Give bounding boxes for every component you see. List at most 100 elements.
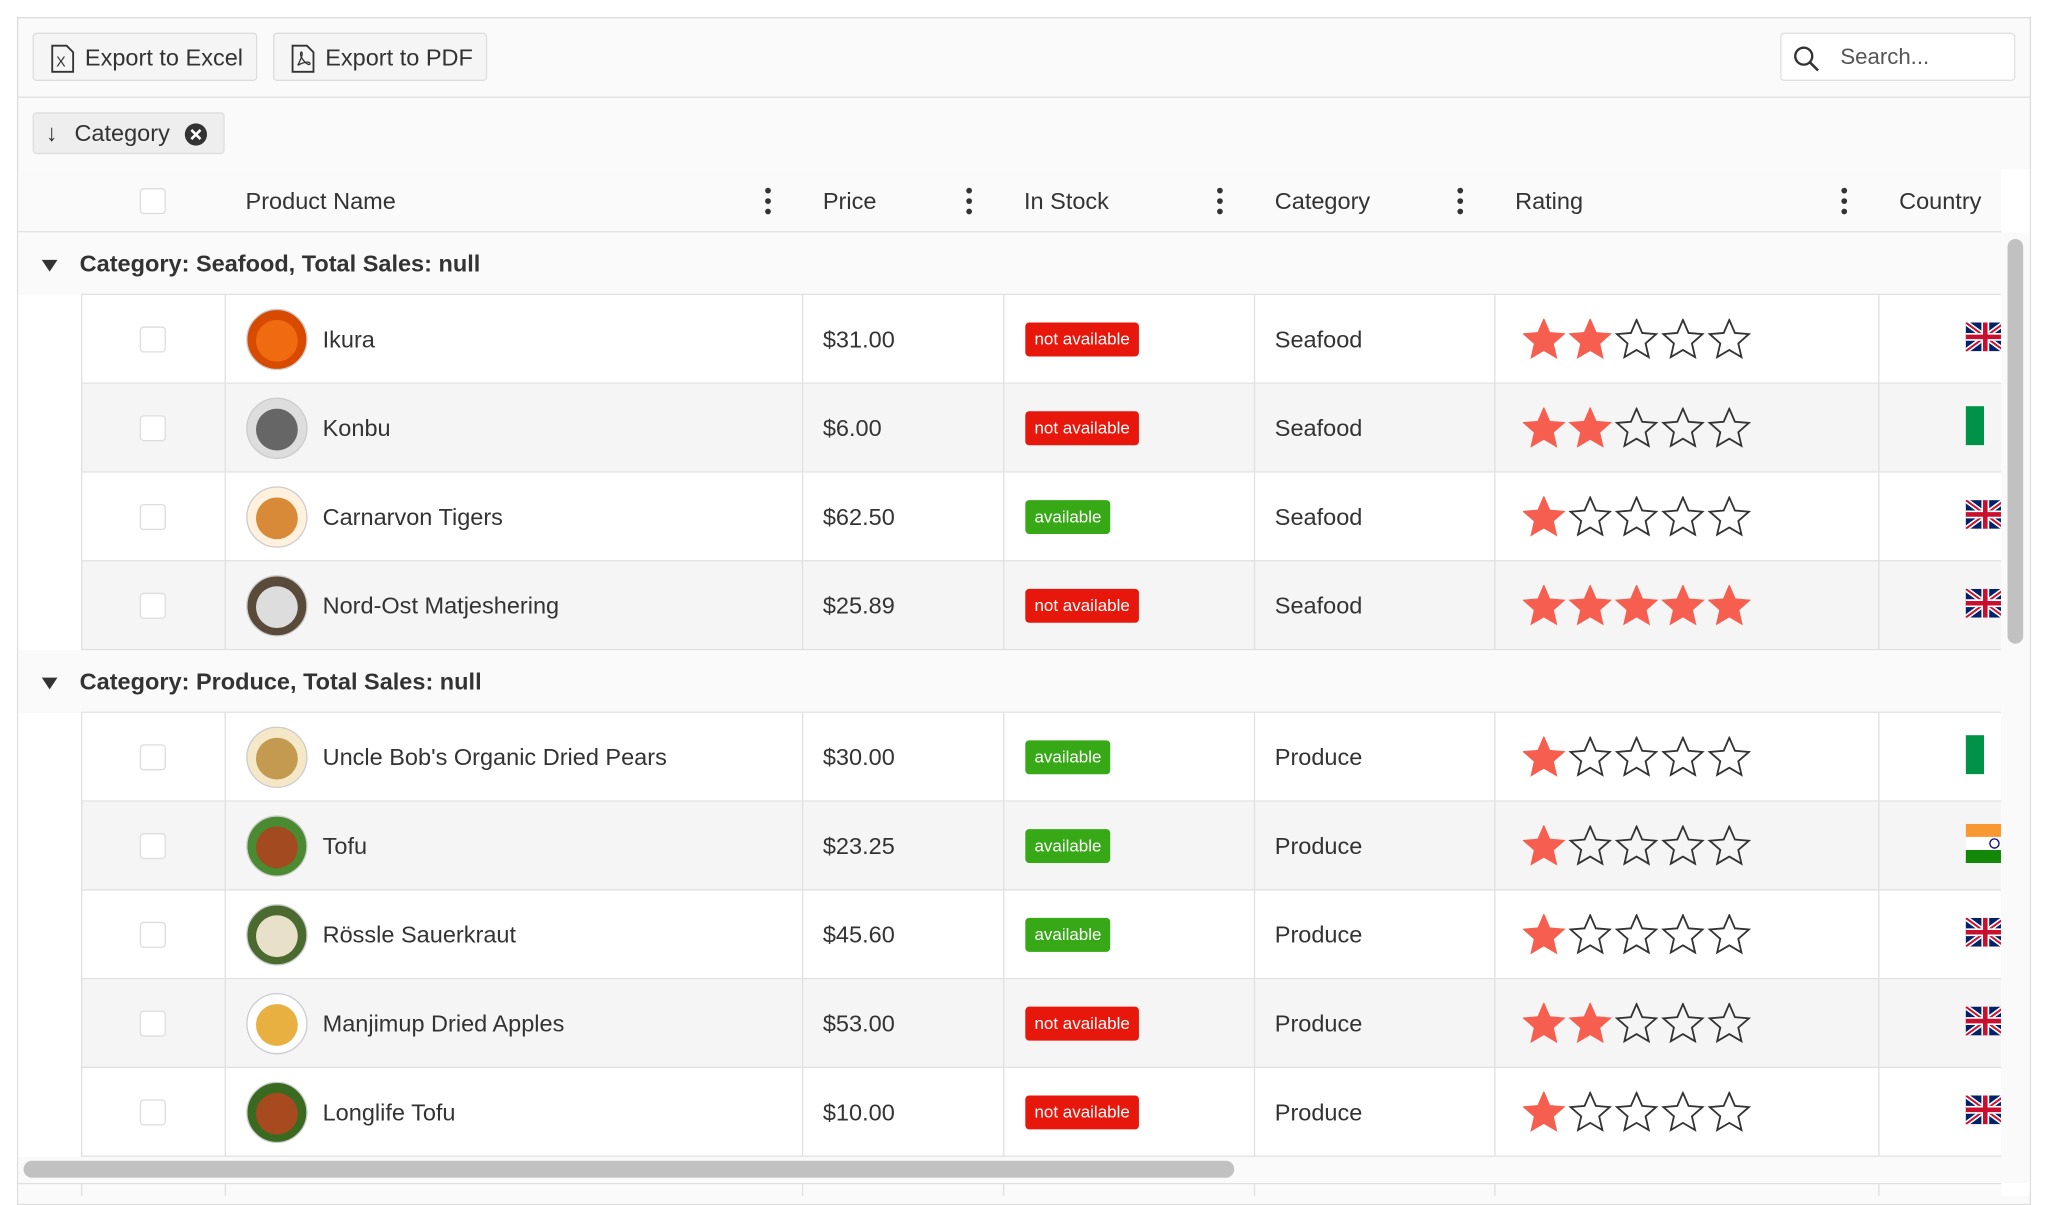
column-menu bbox=[764, 187, 772, 222]
cell-border bbox=[1878, 801, 1880, 891]
cell-border bbox=[1494, 801, 1496, 891]
price: $53.00 bbox=[822, 1010, 895, 1037]
cell-border bbox=[1494, 472, 1496, 562]
column-menu bbox=[965, 187, 973, 222]
row-checkbox[interactable] bbox=[139, 921, 166, 948]
cell-border bbox=[1878, 1068, 1880, 1157]
cell-border bbox=[80, 1068, 83, 1157]
cell-border bbox=[1878, 979, 1880, 1069]
footer-row bbox=[18, 1182, 2001, 1197]
country-flag bbox=[1964, 915, 2007, 953]
group-chip[interactable]: ↓ Category bbox=[32, 112, 225, 155]
row-border bbox=[80, 977, 2001, 980]
cell-border bbox=[1253, 472, 1256, 562]
cell-border bbox=[1494, 979, 1496, 1069]
column-menu bbox=[1840, 187, 1848, 222]
row-border bbox=[80, 382, 2001, 384]
price: $6.00 bbox=[822, 415, 882, 442]
cell-border bbox=[1003, 801, 1005, 891]
cell-border bbox=[1494, 295, 1496, 384]
category: Seafood bbox=[1274, 415, 1363, 442]
cell-border bbox=[1878, 383, 1880, 473]
row-checkbox[interactable] bbox=[139, 415, 166, 442]
row-checkbox[interactable] bbox=[139, 1099, 166, 1126]
v-scroll-thumb[interactable] bbox=[2007, 238, 2024, 644]
row-checkbox[interactable] bbox=[139, 326, 166, 353]
row-checkbox[interactable] bbox=[139, 592, 166, 619]
cell-border bbox=[224, 890, 226, 980]
svg-text:X: X bbox=[56, 55, 66, 71]
product-image bbox=[246, 1081, 309, 1150]
cell-border bbox=[1253, 712, 1256, 802]
category: Produce bbox=[1274, 1010, 1363, 1037]
cell-border bbox=[801, 979, 804, 1069]
country-flag bbox=[1964, 1093, 2007, 1130]
chip-label: Category bbox=[74, 120, 170, 147]
row-border bbox=[80, 471, 2001, 473]
cell-border bbox=[801, 561, 804, 651]
button-label: Export to Excel bbox=[84, 44, 244, 71]
cell-border bbox=[224, 979, 226, 1069]
chip-remove[interactable] bbox=[184, 123, 208, 147]
h-scroll-thumb[interactable] bbox=[23, 1160, 1235, 1178]
category: Produce bbox=[1274, 833, 1363, 860]
cell-border bbox=[224, 712, 226, 802]
column-header[interactable]: Category bbox=[1274, 188, 1371, 215]
cell-border bbox=[80, 561, 83, 651]
price: $31.00 bbox=[822, 326, 895, 353]
group-label: Category: Seafood, Total Sales: null bbox=[79, 250, 481, 277]
cell-border bbox=[1878, 890, 1880, 980]
row-border bbox=[80, 889, 2001, 891]
product-name: Uncle Bob's Organic Dried Pears bbox=[322, 744, 667, 771]
row-checkbox[interactable] bbox=[139, 833, 166, 860]
product-name: Ikura bbox=[322, 326, 375, 353]
cell-border bbox=[1003, 561, 1005, 651]
product-image bbox=[246, 486, 309, 555]
search-box[interactable]: Search... bbox=[1780, 32, 2016, 81]
cell-border bbox=[80, 712, 83, 802]
price: $10.00 bbox=[822, 1099, 895, 1126]
column-header[interactable]: Price bbox=[822, 188, 877, 215]
cell-border bbox=[224, 295, 226, 384]
category: Produce bbox=[1274, 1099, 1363, 1126]
row-border bbox=[80, 648, 2001, 651]
cell-border bbox=[80, 295, 83, 384]
cell-border bbox=[1253, 561, 1256, 651]
search-icon bbox=[1794, 46, 1820, 72]
category: Produce bbox=[1274, 744, 1363, 771]
header-checkbox[interactable] bbox=[139, 188, 166, 215]
country-flag bbox=[1964, 320, 2007, 358]
button-label: Export to PDF bbox=[325, 44, 473, 71]
cell-border bbox=[801, 712, 804, 802]
column-header[interactable]: Country bbox=[1899, 188, 1982, 215]
row-border bbox=[80, 293, 2001, 296]
cell-border bbox=[1003, 295, 1005, 384]
product-image bbox=[246, 308, 309, 377]
export-excel-button[interactable]: X Export to Excel bbox=[32, 32, 258, 81]
stock-badge: not available bbox=[1025, 1095, 1139, 1130]
column-header[interactable]: In Stock bbox=[1023, 188, 1109, 215]
cell-border bbox=[1003, 383, 1005, 473]
price: $62.50 bbox=[822, 503, 895, 531]
row-checkbox[interactable] bbox=[139, 744, 166, 771]
export-pdf-button[interactable]: Export to PDF bbox=[272, 32, 488, 81]
column-header[interactable]: Product Name bbox=[245, 188, 396, 215]
row-border bbox=[80, 1066, 2001, 1069]
cell-border bbox=[224, 561, 226, 651]
column-header[interactable]: Rating bbox=[1515, 188, 1584, 215]
row-checkbox[interactable] bbox=[139, 503, 166, 531]
row-checkbox[interactable] bbox=[139, 1010, 166, 1037]
country-flag bbox=[1965, 735, 2005, 781]
cell-border bbox=[801, 383, 804, 473]
row-border bbox=[80, 800, 2001, 802]
cell-border bbox=[1253, 890, 1256, 980]
cell-border bbox=[1494, 383, 1496, 473]
cell-border bbox=[1878, 295, 1880, 384]
product-name: Konbu bbox=[322, 415, 391, 442]
stock-badge: not available bbox=[1025, 588, 1139, 623]
product-name: Longlife Tofu bbox=[322, 1099, 456, 1126]
header-border bbox=[18, 231, 2001, 233]
cell-border bbox=[801, 890, 804, 980]
search-placeholder: Search... bbox=[1840, 44, 1930, 70]
collapse-icon bbox=[40, 256, 58, 280]
